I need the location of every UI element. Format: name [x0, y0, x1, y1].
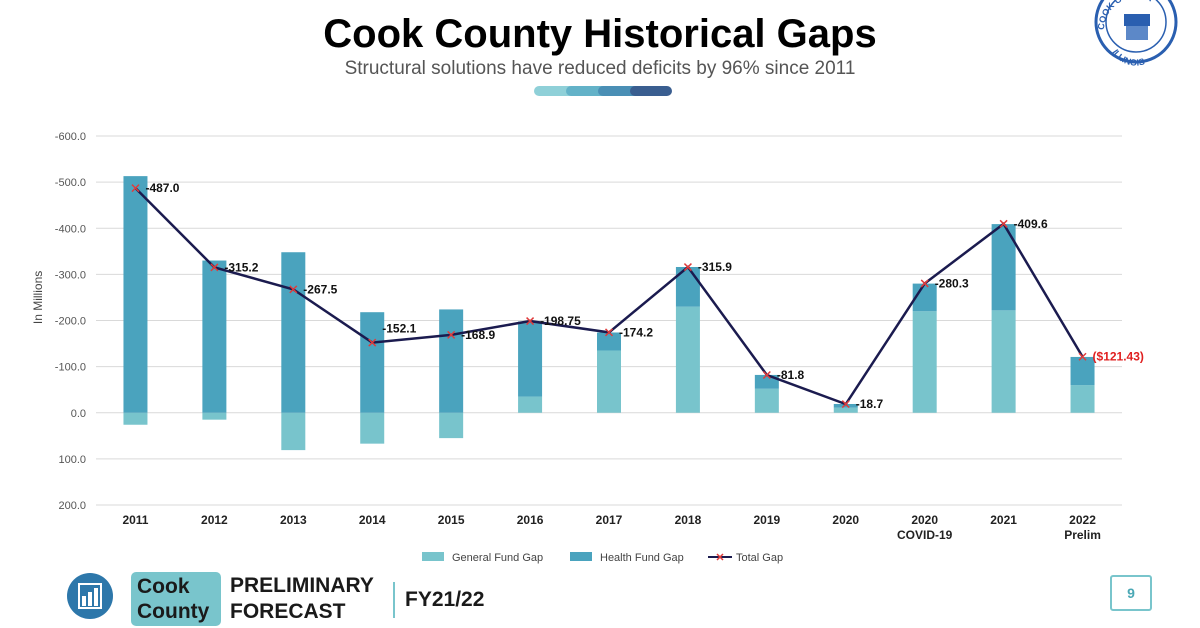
page-subtitle: Structural solutions have reduced defici… [344, 58, 856, 79]
y-axis-label: In Millions [31, 271, 45, 324]
bar-general-fund [1070, 385, 1095, 413]
total-gap-marker [447, 330, 456, 339]
decorative-dots [534, 86, 672, 96]
x-tick-label: Prelim [1064, 528, 1101, 542]
y-tick-label: -300.0 [55, 269, 86, 281]
bar-general-fund [123, 412, 148, 425]
bar-general-fund [360, 412, 385, 444]
legend-marker [716, 553, 724, 561]
x-tick-label: 2021 [990, 513, 1017, 527]
page-title: Cook County Historical Gaps [323, 12, 877, 56]
historical-gaps-chart: -600.0 -500.0 -400.0 -300.0 -200.0 -100.0 0.0 1… [31, 131, 1144, 564]
total-gap-marker [1078, 352, 1087, 361]
total-gap-marker [762, 370, 771, 380]
x-tick-label: 2013 [280, 513, 307, 527]
y-tick-label: -500.0 [55, 177, 86, 189]
data-label: -409.6 [1014, 217, 1048, 231]
county-label: County [137, 600, 210, 623]
cook-label: Cook [137, 575, 190, 598]
legend-label: Total Gap [736, 552, 783, 564]
bar-health-fund [833, 403, 858, 408]
bar-health-fund [123, 176, 148, 413]
y-tick-label: 100.0 [58, 454, 86, 466]
x-tick-label: 2011 [122, 513, 148, 527]
y-tick-label: 0.0 [71, 408, 86, 420]
bar-general-fund [675, 306, 700, 413]
data-label: -315.2 [224, 260, 258, 274]
y-tick-label: -400.0 [55, 223, 86, 235]
total-gap-marker [131, 184, 140, 193]
x-tick-label: 2022 [1069, 513, 1096, 527]
bar-health-fund [202, 260, 227, 413]
cook-county-logo: Cook County [131, 572, 221, 626]
bar-general-fund [912, 311, 937, 413]
bar-health-fund [439, 309, 464, 413]
bar-general-fund [754, 388, 779, 413]
data-label: -267.5 [303, 282, 337, 296]
data-label: ($121.43) [1093, 350, 1144, 364]
x-tick-label: 2020 [832, 513, 859, 527]
x-tick-label: 2015 [438, 513, 465, 527]
x-tick-label: COVID-19 [897, 528, 953, 542]
x-tick-label: 2016 [517, 513, 544, 527]
fiscal-year-label: FY21/22 [405, 588, 485, 611]
page-number: 9 [1110, 575, 1152, 611]
forecast-text: FORECAST [230, 600, 346, 623]
bar-health-fund [281, 252, 306, 413]
x-tick-label: 2014 [359, 513, 386, 527]
y-tick-label: -200.0 [55, 316, 86, 328]
legend-swatch [422, 552, 444, 561]
bar-general-fund [281, 412, 306, 451]
total-gap-marker [289, 285, 298, 294]
y-tick-label: -100.0 [55, 362, 86, 374]
data-label: -198.75 [540, 314, 581, 328]
bar-general-fund [597, 350, 621, 413]
y-tick-label: -600.0 [55, 131, 86, 143]
legend-swatch [570, 552, 592, 561]
footer-divider [393, 582, 395, 618]
chart-logo-icon [67, 573, 113, 619]
x-tick-label: 2020 [911, 513, 938, 527]
total-gap-marker [526, 317, 535, 326]
x-tick-label: 2017 [596, 513, 623, 527]
legend-label: Health Fund Gap [600, 552, 684, 564]
data-label: -315.9 [698, 260, 732, 274]
x-tick-label: 2018 [675, 513, 702, 527]
data-label: -81.8 [777, 368, 805, 382]
data-label: -280.3 [935, 276, 969, 290]
total-gap-marker [604, 328, 614, 337]
bar-general-fund [991, 310, 1016, 413]
total-gap-marker [920, 279, 929, 288]
total-gap-marker [368, 338, 377, 347]
total-gap-marker [683, 263, 692, 272]
data-label: -168.9 [461, 328, 495, 342]
total-gap-marker [210, 263, 219, 272]
x-tick-label: 2012 [201, 513, 228, 527]
bar-health-fund [518, 321, 543, 397]
bar-health-fund [1070, 356, 1095, 386]
data-label: -18.7 [856, 397, 884, 411]
total-gap-marker [841, 400, 850, 409]
bar-health-fund [597, 332, 621, 351]
data-label: -152.1 [382, 322, 416, 336]
county-seal-logo: COOK COUNTY ILLINOIS [1094, 0, 1178, 68]
preliminary-text: PRELIMINARY [230, 574, 374, 597]
bar-general-fund [518, 396, 543, 413]
total-gap-marker [999, 219, 1008, 228]
bar-general-fund [833, 407, 858, 413]
data-label: -174.2 [619, 325, 653, 339]
legend-label: General Fund Gap [452, 552, 543, 564]
preliminary-forecast-label: PRELIMINARY FORECAST [230, 573, 374, 625]
y-tick-label: 200.0 [58, 500, 86, 512]
data-label: -487.0 [145, 181, 179, 195]
bar-general-fund [439, 412, 464, 439]
x-tick-label: 2019 [753, 513, 780, 527]
bar-general-fund [202, 412, 227, 420]
bar-health-fund [360, 312, 385, 413]
